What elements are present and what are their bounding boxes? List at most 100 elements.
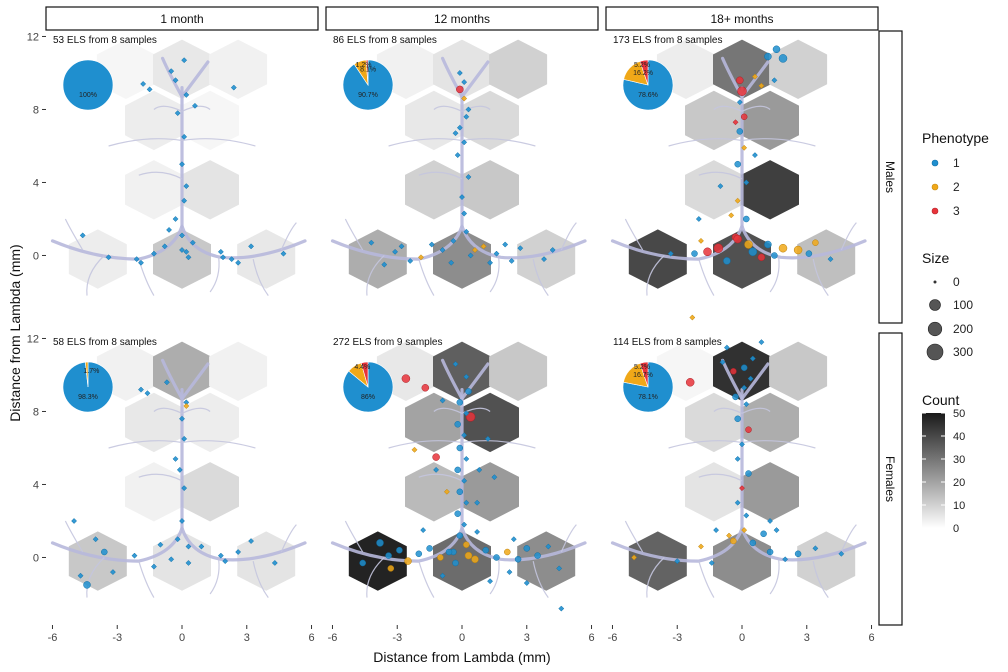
els-point (235, 549, 242, 555)
hexbin-cell (517, 531, 576, 591)
hexbin-cell (628, 531, 687, 591)
vessel-branch (138, 473, 183, 482)
els-point (734, 160, 741, 168)
els-point (157, 541, 164, 548)
els-point (812, 545, 819, 552)
vessel-branch (741, 105, 771, 112)
pie-label: 16.7% (633, 372, 653, 379)
x-tick-label: -6 (608, 632, 618, 644)
els-point (766, 548, 774, 556)
y-tick-label: 0 (33, 552, 39, 564)
hexbin-cell (153, 531, 211, 591)
vessel-trunk (330, 526, 464, 563)
els-point (723, 344, 730, 351)
pie-label: 5.2% (634, 364, 650, 371)
els-point (144, 390, 151, 397)
vessel-branch (741, 138, 816, 147)
els-point (179, 247, 185, 253)
els-point (459, 194, 465, 201)
phenotype-1-key (931, 159, 939, 167)
els-point (719, 359, 726, 366)
els-point (506, 569, 513, 576)
els-point (185, 543, 192, 550)
column-strip-label: 1 month (160, 12, 203, 26)
hexbin-cell (797, 229, 856, 289)
hexbin-cell (405, 392, 463, 453)
row-strip-box (878, 30, 903, 324)
els-point (248, 538, 255, 545)
vessel-branch (489, 559, 500, 595)
y-tick-label: 4 (33, 479, 39, 491)
els-point (728, 212, 735, 219)
els-point (493, 554, 500, 561)
panel-annotation: 173 ELS from 8 samples (613, 35, 723, 46)
x-tick-label: 6 (308, 632, 314, 644)
els-point (760, 530, 767, 538)
vessel-branch (532, 560, 549, 598)
hexbin-cell (237, 531, 296, 591)
els-point (698, 543, 704, 550)
els-point (443, 488, 450, 495)
els-point (723, 257, 731, 265)
size-300-label: 300 (953, 345, 973, 359)
size-legend-title: Size (922, 250, 949, 266)
vessel-branch (366, 255, 385, 296)
els-point (514, 556, 522, 563)
hexbin-cell (348, 531, 407, 591)
pie-slice (84, 361, 89, 388)
vessel-trunk (460, 60, 490, 99)
els-point (685, 378, 695, 387)
els-point (448, 259, 455, 266)
els-point (730, 368, 737, 375)
row-strip-label: Males (883, 161, 897, 193)
els-point (504, 548, 511, 556)
els-point (631, 554, 638, 561)
els-point (404, 557, 412, 565)
x-tick-label: 0 (179, 632, 185, 644)
els-point (140, 80, 147, 87)
els-point (407, 257, 414, 264)
x-tick-label: -3 (112, 632, 122, 644)
els-point (740, 113, 748, 121)
els-point (411, 446, 418, 453)
pie-label: 90.7% (358, 92, 378, 99)
vessel-branch (560, 524, 577, 553)
els-point (778, 243, 788, 253)
x-tick-label: -6 (48, 632, 58, 644)
row-strip: Females (878, 332, 903, 626)
vessel-branch (86, 255, 105, 296)
els-point (463, 541, 470, 548)
hexbin-cell (433, 229, 491, 289)
vessel-branch (86, 557, 105, 598)
hexbin-cell (461, 392, 519, 453)
els-point (713, 243, 724, 253)
pie-slice (622, 361, 674, 413)
els-point (456, 124, 463, 131)
els-point (484, 435, 491, 442)
els-point (131, 552, 138, 559)
y-tick-label: 12 (27, 31, 39, 43)
hexbin-cell (68, 229, 127, 289)
els-point (764, 52, 772, 61)
hexbin-cell (181, 462, 239, 522)
vessel-branch (461, 138, 536, 147)
vessel-trunk (180, 362, 210, 401)
els-point (421, 384, 430, 392)
els-point (463, 373, 470, 380)
els-point (523, 580, 530, 586)
els-point (471, 555, 479, 564)
size-0-label: 0 (953, 275, 960, 289)
els-point (463, 228, 470, 235)
vessel-branch (560, 222, 577, 251)
column-strip-box (605, 6, 879, 31)
els-point (465, 412, 476, 422)
els-point (461, 210, 468, 217)
vessel-branch (769, 559, 780, 595)
strips-layer: 1 month 12 months 18+ months Males Females (45, 6, 903, 626)
els-point (730, 537, 737, 545)
pie-label: 100% (79, 92, 97, 99)
hexbin-cell (489, 341, 548, 401)
els-point (418, 254, 424, 261)
els-point (228, 256, 235, 263)
els-point (77, 572, 84, 579)
